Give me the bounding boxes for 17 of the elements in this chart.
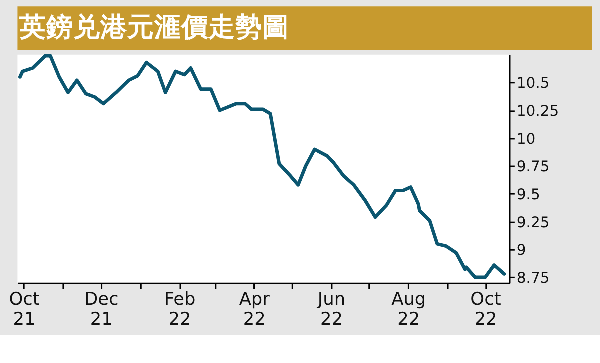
line-series (18, 54, 506, 280)
y-tick-label: 9 (516, 242, 526, 260)
x-tick-label: Oct 22 (470, 290, 502, 330)
y-tick-label: 10 (516, 130, 536, 148)
x-tick-label: Aug 22 (392, 290, 426, 330)
y-tick-label: 9.25 (516, 214, 550, 232)
x-tick-label: Jun 22 (316, 290, 346, 330)
x-tick-label: Feb 22 (164, 290, 196, 330)
y-tick-label: 10.5 (516, 75, 550, 92)
y-tick-label: 10.25 (516, 102, 560, 120)
x-tick-label: Dec 21 (84, 290, 119, 330)
y-tick-label: 9.75 (516, 158, 550, 176)
chart-title: 英鎊兑港元滙價走勢圖 (18, 12, 290, 44)
y-tick-label: 9.5 (516, 186, 540, 204)
x-tick-label: Apr 22 (239, 290, 271, 330)
y-tick-label: 8.75 (516, 270, 550, 287)
x-tick-label: Oct 21 (9, 290, 40, 330)
